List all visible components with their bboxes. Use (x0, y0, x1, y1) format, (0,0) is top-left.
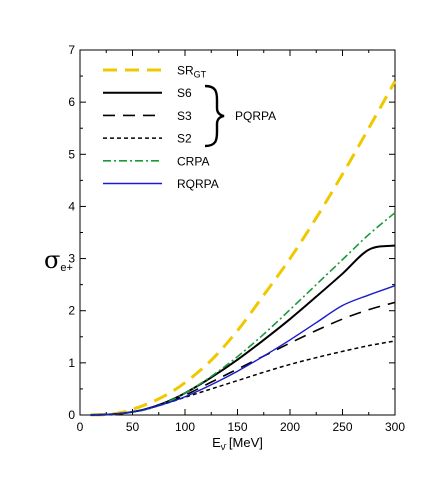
x-tick-label: 50 (126, 420, 140, 434)
y-tick-label: 0 (68, 408, 75, 422)
x-tick-label: 150 (227, 420, 247, 434)
series-line-s3 (90, 301, 396, 416)
pqrpa-brace (204, 84, 225, 148)
x-tick-label: 0 (77, 420, 84, 434)
x-axis-label: Eν̄ [MeV] (212, 435, 263, 452)
legend-label-subscript: GT (194, 70, 207, 80)
curves (90, 80, 397, 417)
x-tick-label: 200 (280, 420, 300, 434)
y-tick-label: 1 (68, 356, 75, 370)
series-line-sr (90, 80, 397, 417)
x-tick-label: 300 (385, 420, 405, 434)
legend-label-crpa: CRPA (177, 154, 209, 168)
series-line-rqrpa (90, 285, 396, 416)
y-tick-label: 3 (68, 252, 75, 266)
x-tick-label: 250 (332, 420, 352, 434)
y-tick-label: 6 (68, 95, 75, 109)
x-tick-label: 100 (175, 420, 195, 434)
legend-label-s2: S2 (177, 132, 192, 146)
x-axis-label-subscript: ν̄ (221, 442, 228, 452)
legend-label-s3: S3 (177, 109, 192, 123)
y-axis-label-subscript: e+ (60, 262, 73, 274)
pqrpa-label: PQRPA (235, 109, 276, 123)
legend-label-rqrpa: RQRPA (177, 177, 219, 191)
legend-label-s6: S6 (177, 86, 192, 100)
x-axis-label-unit: [MeV] (225, 435, 263, 450)
y-tick-label: 7 (68, 43, 75, 57)
y-tick-label: 4 (68, 199, 75, 213)
axes: 0 50 100 150 200 250 300 0 1 2 3 4 5 6 7 (68, 43, 405, 434)
y-tick-label: 5 (68, 147, 75, 161)
y-tick-label: 2 (68, 304, 75, 318)
